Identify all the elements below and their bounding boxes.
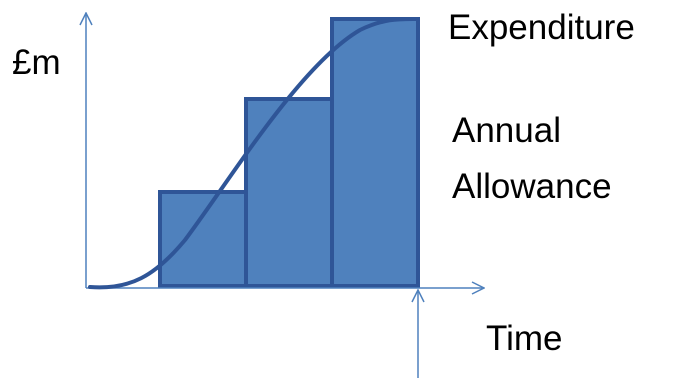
allowance-bar-1 (158, 190, 248, 288)
allowance-bar-2 (244, 97, 334, 288)
expenditure-curve (88, 16, 420, 290)
allowance-bar-3 (330, 17, 420, 288)
x-axis-label: Time (486, 319, 563, 358)
expenditure-label: Expenditure (448, 8, 635, 47)
y-axis-label: £m (12, 43, 61, 82)
annual-allowance-label-line1: Annual (452, 111, 561, 150)
annual-allowance-label-line2: Allowance (452, 167, 612, 206)
